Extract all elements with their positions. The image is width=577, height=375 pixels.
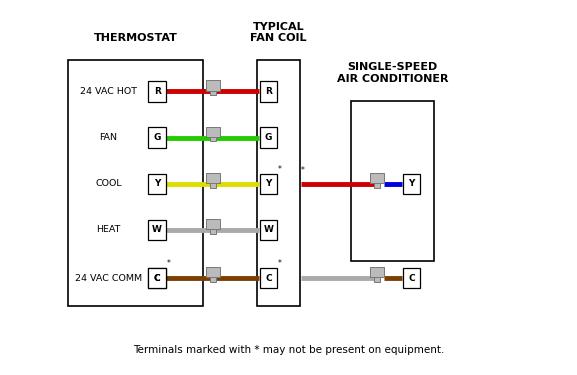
Bar [206, 219, 220, 229]
Text: *: * [167, 259, 171, 268]
Bar [260, 268, 277, 288]
Bar [403, 174, 420, 194]
Text: HEAT: HEAT [96, 225, 121, 234]
Bar [148, 174, 166, 194]
Text: COOL: COOL [95, 179, 122, 188]
Bar [148, 128, 166, 148]
Bar [148, 220, 166, 240]
Text: Y: Y [265, 179, 272, 188]
Text: Y: Y [154, 179, 160, 188]
Bar [206, 80, 220, 91]
Text: Terminals marked with * may not be present on equipment.: Terminals marked with * may not be prese… [133, 345, 444, 355]
Bar [148, 268, 166, 288]
Text: W: W [264, 225, 273, 234]
Bar [210, 183, 216, 188]
Text: C: C [153, 273, 160, 282]
Text: W: W [152, 225, 162, 234]
Bar [257, 60, 300, 306]
Bar [374, 277, 380, 282]
Text: THERMOSTAT: THERMOSTAT [93, 33, 178, 44]
Text: SINGLE-SPEED
AIR CONDITIONER: SINGLE-SPEED AIR CONDITIONER [337, 63, 448, 84]
Text: *: * [278, 165, 282, 174]
Bar [148, 81, 166, 102]
Text: Y: Y [408, 179, 414, 188]
Text: *: * [278, 259, 282, 268]
Bar [374, 183, 380, 188]
Text: C: C [265, 273, 272, 282]
Text: FAN: FAN [99, 133, 118, 142]
Bar [210, 137, 216, 141]
Bar [403, 268, 420, 288]
Bar [206, 173, 220, 183]
Bar [260, 220, 277, 240]
Bar [370, 173, 384, 183]
Bar [260, 128, 277, 148]
Text: G: G [265, 133, 272, 142]
Text: TYPICAL
FAN COIL: TYPICAL FAN COIL [250, 22, 307, 44]
Bar [69, 60, 203, 306]
Text: R: R [265, 87, 272, 96]
Text: C: C [408, 273, 415, 282]
Text: 24 VAC HOT: 24 VAC HOT [80, 87, 137, 96]
Bar [206, 267, 220, 277]
Bar [210, 229, 216, 234]
Bar [210, 277, 216, 282]
Text: R: R [153, 87, 160, 96]
Text: 24 VAC COMM: 24 VAC COMM [75, 273, 142, 282]
Bar [260, 81, 277, 102]
Bar [210, 91, 216, 95]
Text: *: * [301, 166, 305, 175]
Text: G: G [153, 133, 161, 142]
Bar [206, 126, 220, 137]
Text: C: C [153, 273, 160, 282]
Bar [148, 268, 166, 288]
Bar [351, 100, 434, 261]
Bar [370, 267, 384, 277]
Bar [260, 174, 277, 194]
